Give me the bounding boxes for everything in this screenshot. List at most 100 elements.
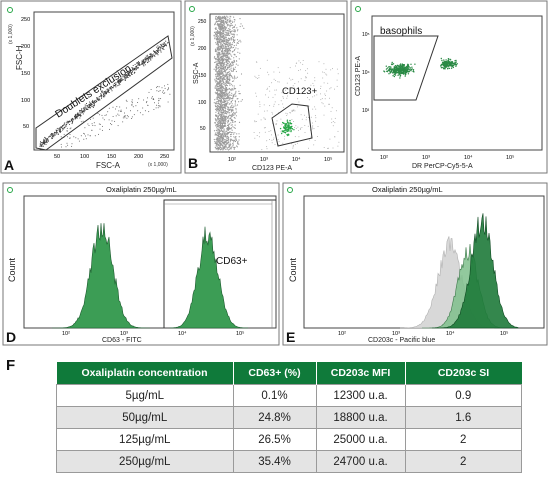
- event-dot: [218, 39, 220, 41]
- event-dot: [214, 99, 216, 101]
- event-dot: [157, 48, 159, 50]
- event-dot: [92, 101, 94, 104]
- event-dot: [125, 75, 127, 77]
- event-dot: [234, 100, 236, 102]
- event-dot: [320, 88, 321, 89]
- event-dot: [124, 76, 126, 78]
- event-dot: [224, 103, 226, 105]
- xtick: 250: [160, 154, 169, 160]
- xtick: 10⁵: [236, 330, 244, 337]
- xlabel-e: CD203c - Pacific blue: [368, 337, 435, 344]
- event-dot: [150, 55, 152, 57]
- event-dot: [108, 119, 110, 121]
- event-dot: [225, 39, 227, 41]
- event-dot: [259, 106, 261, 108]
- xtick: 10²: [380, 155, 388, 161]
- event-dot: [217, 23, 219, 25]
- event-dot: [224, 92, 226, 94]
- event-dot: [315, 117, 317, 119]
- event-dot: [223, 110, 225, 112]
- event-dot: [226, 130, 228, 132]
- event-dot: [230, 43, 232, 45]
- event-dot: [393, 75, 396, 78]
- event-dot: [215, 42, 217, 44]
- event-dot: [89, 135, 91, 137]
- event-dot: [114, 82, 116, 84]
- event-dot: [220, 117, 222, 119]
- event-dot: [234, 146, 236, 148]
- event-dot: [93, 100, 95, 102]
- event-dot: [223, 23, 225, 25]
- event-dot: [122, 76, 124, 78]
- event-dot: [218, 74, 220, 77]
- event-dot: [63, 128, 65, 130]
- event-dot: [324, 98, 326, 100]
- event-dot: [217, 82, 219, 84]
- event-dot: [214, 23, 216, 25]
- event-dot: [219, 105, 221, 107]
- event-dot: [66, 130, 68, 132]
- event-dot: [131, 102, 133, 104]
- event-dot: [330, 87, 332, 89]
- event-dot: [215, 18, 217, 20]
- event-dot: [89, 107, 91, 109]
- event-dot: [447, 58, 450, 60]
- event-dot: [254, 137, 256, 139]
- event-dot: [219, 106, 221, 108]
- event-dot: [282, 103, 284, 105]
- event-dot: [216, 115, 218, 117]
- event-dot: [410, 63, 412, 65]
- event-dot: [227, 23, 229, 25]
- event-dot: [401, 67, 404, 70]
- event-dot: [217, 101, 219, 103]
- event-dot: [230, 148, 232, 150]
- event-dot: [92, 106, 94, 108]
- event-dot: [129, 70, 131, 72]
- event-dot: [223, 59, 225, 61]
- event-dot: [147, 105, 149, 106]
- event-dot: [217, 102, 219, 104]
- event-dot: [222, 139, 224, 141]
- event-dot: [227, 125, 229, 127]
- event-dot: [292, 144, 294, 146]
- event-dot: [89, 102, 91, 104]
- event-dot: [309, 139, 311, 141]
- event-dot: [227, 122, 229, 124]
- event-dot: [104, 93, 106, 95]
- event-dot: [218, 137, 220, 139]
- event-dot: [107, 111, 109, 113]
- event-dot: [235, 115, 237, 117]
- event-dot: [229, 19, 231, 21]
- event-dot: [271, 134, 272, 136]
- event-dot: [223, 147, 225, 150]
- event-dot: [254, 120, 256, 122]
- event-dot: [137, 64, 139, 66]
- event-dot: [222, 36, 224, 38]
- event-dot: [385, 65, 387, 67]
- panel-c-frame: [350, 0, 548, 174]
- xtick: 10⁴: [446, 330, 455, 337]
- event-dot: [221, 104, 224, 106]
- event-dot: [219, 136, 221, 138]
- event-dot: [215, 101, 217, 103]
- event-dot: [221, 44, 223, 46]
- event-dot: [230, 135, 232, 138]
- plot-area-a: [33, 11, 175, 151]
- event-dot: [85, 138, 87, 140]
- event-dot: [234, 68, 236, 70]
- event-dot: [230, 19, 232, 21]
- event-dot: [159, 105, 161, 107]
- event-dot: [235, 92, 237, 94]
- event-dot: [226, 117, 228, 119]
- event-dot: [118, 114, 120, 116]
- event-dot: [223, 64, 225, 66]
- event-dot: [440, 57, 442, 60]
- histogram-oxaliplatin: [432, 213, 519, 329]
- event-dot: [237, 48, 239, 50]
- event-dot: [138, 64, 140, 67]
- event-dot: [215, 84, 217, 86]
- event-dot: [122, 121, 124, 123]
- event-dot: [393, 71, 395, 73]
- event-dot: [216, 78, 218, 80]
- event-dot: [224, 95, 226, 97]
